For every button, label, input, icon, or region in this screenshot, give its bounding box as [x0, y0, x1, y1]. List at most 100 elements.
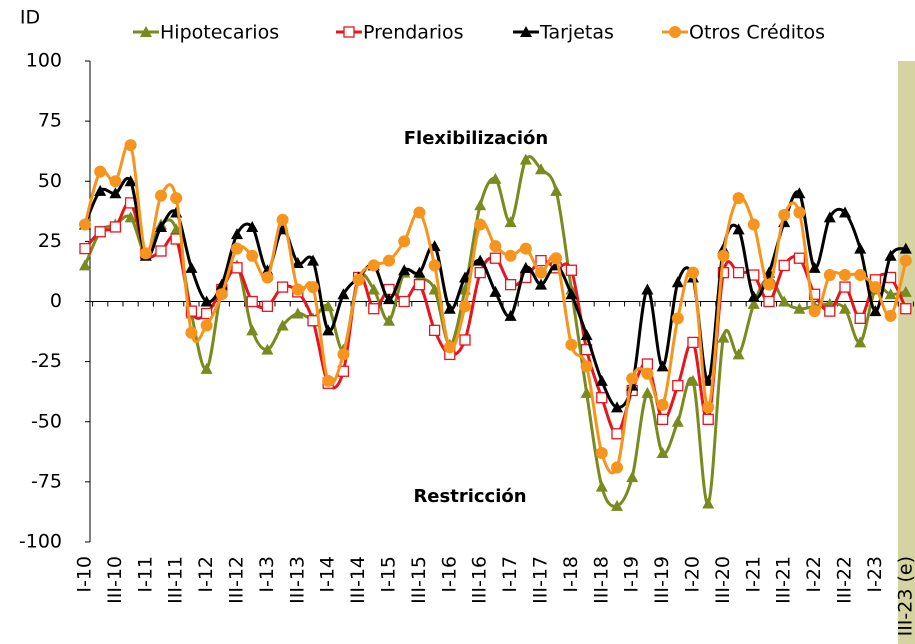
marker: [307, 254, 319, 266]
marker: [413, 266, 426, 278]
marker: [155, 245, 167, 257]
marker: [580, 329, 593, 341]
x-tick-label: I-22: [803, 556, 825, 593]
annotation: Restricción: [413, 486, 526, 507]
marker: [656, 398, 669, 411]
x-tick-label: I-10: [74, 556, 96, 593]
marker: [626, 471, 639, 483]
marker: [519, 153, 532, 165]
marker: [839, 302, 851, 314]
legend-symbol: [343, 26, 355, 38]
x-tick-label: III-22: [834, 556, 856, 604]
series-line: [83, 155, 907, 508]
legend-symbol: [669, 26, 681, 38]
y-tick-label: 0: [50, 290, 62, 312]
marker: [413, 279, 426, 291]
marker: [200, 362, 213, 374]
marker: [656, 447, 669, 459]
marker: [824, 305, 836, 317]
x-tick-label: I-14: [317, 556, 339, 593]
y-tick-label: 50: [38, 170, 62, 192]
marker: [535, 278, 547, 290]
marker: [398, 295, 410, 308]
marker: [580, 386, 593, 398]
marker: [94, 184, 107, 196]
legend-marker: [669, 26, 681, 38]
marker: [823, 211, 836, 223]
marker: [276, 213, 289, 226]
marker: [139, 247, 152, 260]
y-tick-label: 25: [38, 230, 62, 252]
marker: [79, 242, 91, 255]
marker: [793, 206, 806, 219]
marker: [687, 374, 699, 386]
marker: [261, 271, 274, 284]
marker: [155, 220, 167, 232]
marker: [869, 281, 882, 294]
x-tick-label: III-13: [286, 556, 308, 604]
marker: [793, 252, 806, 264]
x-tick-label: I-11: [134, 556, 156, 593]
marker: [124, 211, 137, 223]
marker: [519, 261, 532, 273]
marker: [778, 259, 790, 272]
marker: [535, 266, 547, 279]
x-tick-label: I-15: [378, 556, 400, 593]
marker: [854, 336, 867, 348]
marker: [899, 242, 912, 254]
marker: [337, 348, 350, 361]
marker: [504, 249, 517, 262]
legend-marker: [140, 26, 152, 37]
marker: [367, 283, 380, 295]
marker: [672, 380, 684, 392]
marker: [155, 189, 167, 202]
marker: [124, 175, 137, 187]
y-tick-label: -50: [31, 410, 62, 432]
marker: [109, 175, 122, 188]
marker: [459, 271, 471, 283]
y-tick-label: -75: [31, 470, 62, 492]
marker: [504, 279, 517, 291]
marker: [185, 326, 198, 339]
marker: [687, 266, 699, 279]
y-tick-label: 75: [38, 110, 62, 132]
legend-label: Tarjetas: [539, 22, 614, 44]
marker: [717, 249, 730, 262]
marker: [808, 261, 821, 273]
x-tick-label: III-11: [165, 556, 187, 604]
marker: [732, 192, 745, 205]
x-tick-label: I-12: [195, 556, 217, 593]
y-tick-label: -100: [19, 531, 62, 553]
marker: [839, 281, 851, 293]
marker: [641, 386, 654, 398]
marker: [671, 415, 684, 427]
marker: [611, 401, 623, 413]
marker: [763, 278, 775, 291]
marker: [900, 303, 912, 315]
x-tick-label: III-23 (e): [894, 556, 915, 636]
marker: [383, 254, 395, 267]
marker: [550, 252, 563, 265]
y-axis-label: ID: [20, 7, 40, 29]
marker: [291, 257, 304, 269]
x-tick-label: I-18: [560, 556, 582, 593]
legend-item: Hipotecarios: [133, 22, 279, 44]
legend-item: Prendarios: [336, 22, 464, 44]
marker: [550, 184, 563, 196]
marker: [595, 447, 608, 460]
marker: [124, 139, 137, 152]
marker: [276, 281, 289, 293]
legend-label: Prendarios: [363, 22, 464, 44]
x-tick-label: III-10: [104, 556, 126, 604]
marker: [702, 497, 715, 509]
marker: [368, 303, 380, 315]
marker: [428, 259, 441, 272]
x-tick-label: I-13: [256, 556, 278, 593]
marker: [489, 285, 502, 297]
marker: [398, 235, 411, 248]
marker: [185, 261, 198, 273]
marker: [565, 338, 578, 351]
x-tick-label: I-21: [742, 556, 764, 593]
legend-marker: [343, 26, 355, 38]
